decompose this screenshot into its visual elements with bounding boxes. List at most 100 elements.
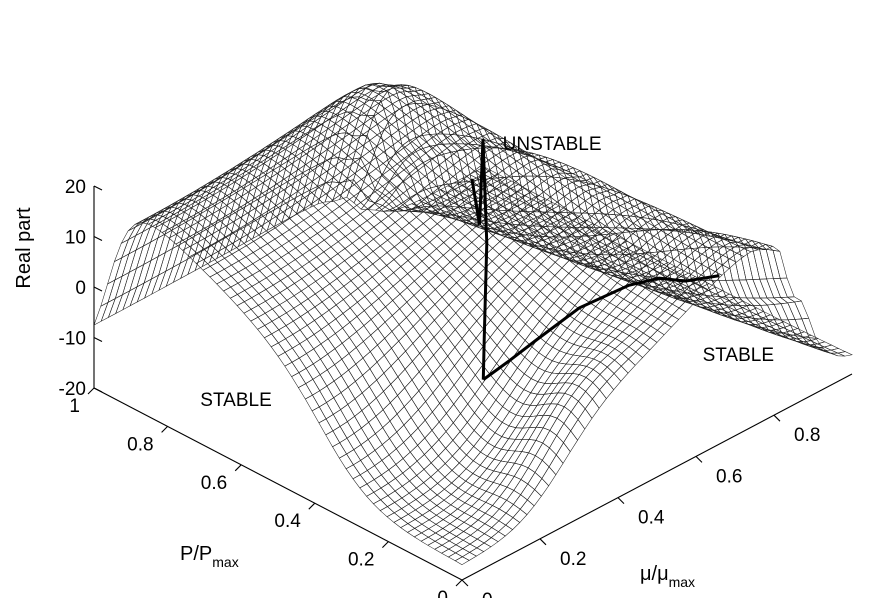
mesh-cell [395, 472, 410, 487]
mesh-cell [772, 249, 788, 279]
mesh-cell [527, 471, 543, 491]
mesh-cell [347, 161, 363, 174]
mesh-cell [382, 402, 398, 422]
stability-boundary [470, 138, 720, 381]
mesh-cell [657, 311, 673, 324]
mesh-cell [367, 151, 382, 190]
mesh-cell [436, 153, 452, 186]
mesh-cell [313, 343, 329, 360]
mesh-cell [490, 311, 505, 329]
mesh-cell [178, 193, 194, 213]
mesh-cell [408, 499, 424, 511]
mesh-cell [438, 412, 454, 432]
mesh-cell [830, 352, 845, 357]
mesh-cell [440, 355, 455, 376]
mesh-cell [477, 523, 493, 535]
mesh-cell [462, 534, 478, 545]
mesh-cell [592, 389, 607, 409]
mesh-cell [367, 203, 383, 216]
mesh-cell [420, 295, 436, 313]
mesh-cell [306, 320, 322, 335]
mesh-cell [401, 222, 417, 236]
mesh-cell [372, 245, 388, 259]
mesh-cell [377, 306, 393, 323]
mesh-cell [643, 314, 659, 327]
mesh-cell [273, 268, 289, 281]
mesh-cell [634, 216, 651, 230]
mesh-cell [521, 426, 537, 440]
mesh-cell [532, 290, 548, 307]
mesh-cell [488, 399, 503, 418]
mesh-cell [642, 337, 658, 351]
mesh-cell [370, 103, 386, 114]
mesh-cell [406, 309, 421, 327]
y-tick-label: 0.4 [638, 508, 665, 529]
mesh-cell [340, 155, 356, 168]
mesh-cell [607, 213, 623, 229]
mesh-cell [279, 299, 295, 314]
mesh-cell [361, 404, 377, 423]
mesh-cell [515, 416, 531, 429]
mesh-cell [622, 324, 638, 336]
mesh-cell [347, 172, 362, 186]
mesh-cell [387, 234, 403, 248]
mesh-cell [403, 435, 418, 453]
mesh-cell [491, 520, 507, 533]
mesh-cell [211, 209, 227, 221]
mesh-cell [412, 106, 428, 116]
mesh-cell [441, 548, 457, 558]
mesh-cell [390, 358, 406, 378]
mesh-cell [352, 225, 368, 239]
mesh-cell [519, 252, 535, 266]
mesh-cell [317, 204, 333, 218]
mesh-cell [401, 234, 417, 249]
z-tick-label: 20 [65, 177, 86, 198]
mesh-cell [428, 248, 444, 263]
mesh-cell [257, 325, 273, 339]
mesh-cell [407, 509, 423, 520]
mesh-cell [269, 183, 285, 196]
mesh-cell [402, 451, 418, 468]
mesh-cell [320, 119, 336, 130]
mesh-cell [564, 373, 580, 384]
mesh-cell [318, 418, 334, 436]
mesh-cell [259, 243, 275, 256]
mesh-cell [414, 514, 430, 525]
mesh-cell [252, 247, 268, 260]
mesh-cell [444, 455, 460, 471]
mesh-cell [308, 268, 324, 282]
mesh-cell [514, 439, 530, 452]
mesh-cell [320, 353, 335, 371]
x-tick-mark [382, 541, 389, 548]
mesh-cell [607, 338, 623, 350]
mesh-cell [332, 442, 347, 459]
mesh-cell [549, 403, 565, 419]
mesh-cell [429, 144, 445, 157]
mesh-cell [323, 246, 339, 260]
mesh-cell [736, 248, 752, 257]
mesh-cell [270, 145, 286, 155]
mesh-cell [664, 303, 680, 316]
mesh-cell [435, 509, 451, 520]
mesh-cell [448, 312, 463, 331]
mesh-cell [496, 335, 512, 354]
mesh-cell [693, 263, 709, 276]
mesh-cell [495, 370, 511, 390]
mesh-cell [392, 293, 408, 310]
y-tick-mark [617, 497, 625, 504]
mesh-cell [752, 247, 767, 280]
mesh-cell [394, 106, 410, 147]
mesh-cell [384, 315, 400, 332]
mesh-cell [511, 301, 527, 318]
mesh-cell [284, 361, 300, 377]
mesh-cell [463, 516, 479, 527]
mesh-cell [385, 285, 401, 301]
mesh-cell [484, 527, 499, 538]
mesh-cell [387, 210, 403, 223]
mesh-cell [334, 358, 349, 377]
mesh-cell [455, 531, 471, 541]
mesh-cell [419, 327, 435, 346]
mesh-cell [219, 204, 235, 216]
mesh-cell [371, 93, 387, 104]
mesh-cell [182, 225, 198, 237]
